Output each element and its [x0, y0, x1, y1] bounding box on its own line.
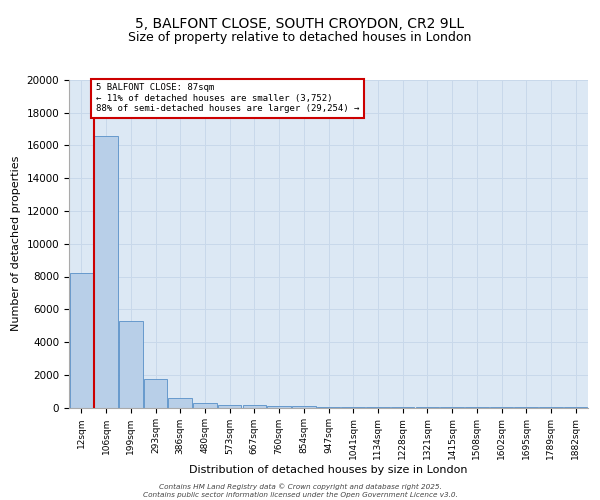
Bar	[193, 403, 217, 407]
Bar	[218, 404, 241, 407]
Bar	[341, 407, 365, 408]
Text: Size of property relative to detached houses in London: Size of property relative to detached ho…	[128, 31, 472, 44]
Bar	[242, 406, 266, 407]
Bar	[70, 273, 93, 407]
Text: 5 BALFONT CLOSE: 87sqm
← 11% of detached houses are smaller (3,752)
88% of semi-: 5 BALFONT CLOSE: 87sqm ← 11% of detached…	[95, 84, 359, 113]
Bar	[317, 406, 340, 408]
Y-axis label: Number of detached properties: Number of detached properties	[11, 156, 21, 332]
Bar	[268, 406, 291, 407]
Bar	[292, 406, 316, 408]
X-axis label: Distribution of detached houses by size in London: Distribution of detached houses by size …	[189, 465, 468, 475]
Bar	[119, 320, 143, 408]
Text: Contains HM Land Registry data © Crown copyright and database right 2025.
Contai: Contains HM Land Registry data © Crown c…	[143, 484, 457, 498]
Bar	[94, 136, 118, 407]
Text: 5, BALFONT CLOSE, SOUTH CROYDON, CR2 9LL: 5, BALFONT CLOSE, SOUTH CROYDON, CR2 9LL	[136, 18, 464, 32]
Bar	[144, 379, 167, 408]
Bar	[169, 398, 192, 407]
Bar	[366, 407, 389, 408]
